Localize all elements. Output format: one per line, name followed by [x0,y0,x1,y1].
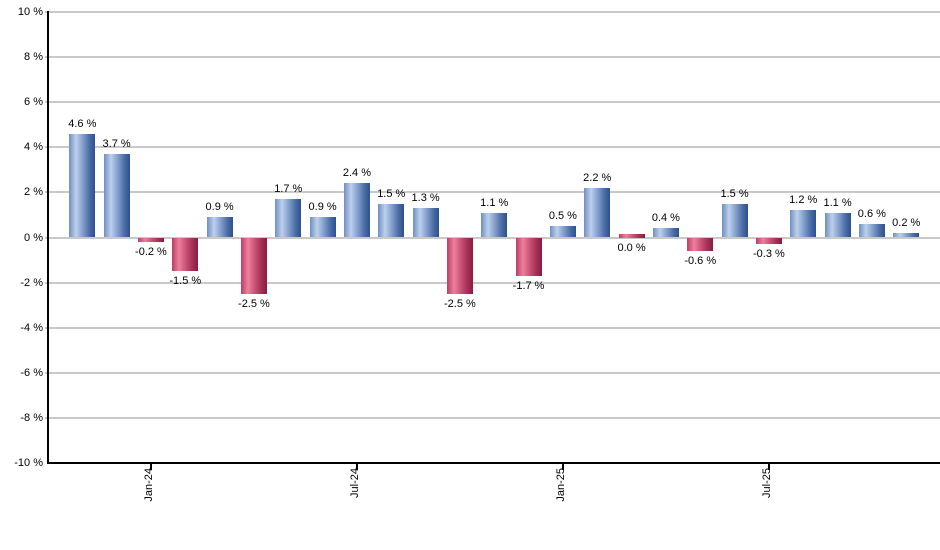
y-tick-label: -2 % [20,276,43,289]
x-tick-mark [355,464,358,470]
x-axis-line [47,462,940,464]
gridline--4pct [45,326,940,329]
gridline-10pct [45,11,940,13]
bar-value-label: 1.7 % [274,183,303,196]
bar-17[interactable] [652,228,679,238]
bar-3[interactable] [172,237,199,272]
bar-16[interactable] [618,233,645,238]
bar-value-label: 1.1 % [480,196,509,209]
y-tick-label: -10 % [14,457,43,469]
bar-7[interactable] [309,217,336,238]
bar-value-label: 1.3 % [411,192,440,205]
bar-value-label: -0.6 % [684,255,717,268]
bar-8[interactable] [343,183,370,238]
y-axis-line [47,11,49,464]
bar-15[interactable] [584,187,611,238]
bar-value-label: 0.0 % [617,241,646,254]
bar-22[interactable] [824,212,851,238]
bar-value-label: 1.2 % [789,194,818,207]
x-tick-label: Jul-25 [760,468,773,498]
bar-value-label: 1.5 % [377,187,406,200]
y-tick-label: -4 % [20,321,43,334]
bar-value-label: 1.1 % [823,196,852,209]
bar-5[interactable] [240,237,267,294]
bar-value-label: 4.6 % [68,117,97,130]
y-tick-label: -6 % [20,366,43,379]
bar-13[interactable] [515,237,542,276]
bar-value-label: -1.5 % [169,275,202,288]
gridline--6pct [45,371,940,374]
bar-value-label: -1.7 % [512,279,545,292]
bar-value-label: -0.2 % [135,246,167,258]
y-tick-label: 10 % [17,6,43,18]
x-tick-label: Jul-24 [348,468,361,498]
y-tick-label: 8 % [24,51,43,64]
bar-0[interactable] [69,133,96,238]
bar-value-label: 0.6 % [857,207,886,220]
bar-value-label: 0.9 % [205,201,234,214]
x-tick-label: Jan-25 [554,468,567,502]
bar-23[interactable] [858,223,885,238]
bar-20[interactable] [755,237,782,245]
x-tick-mark [767,464,770,470]
y-tick-label: 0 % [24,231,43,244]
bar-value-label: -0.3 % [752,248,785,261]
y-tick-label: 6 % [24,96,43,109]
bar-value-label: -2.5 % [238,297,270,310]
bar-10[interactable] [412,208,439,238]
bar-6[interactable] [275,199,302,238]
bar-value-label: 0.9 % [308,201,337,214]
x-tick-mark [149,464,152,470]
bar-value-label: 0.4 % [651,212,680,225]
bar-9[interactable] [378,203,405,238]
gridline--8pct [45,416,940,419]
bar-2[interactable] [137,237,164,242]
bar-4[interactable] [206,217,233,238]
bar-value-label: 0.5 % [548,210,577,223]
bar-value-label: 2.4 % [342,167,371,180]
bar-14[interactable] [549,226,576,238]
gridline-6pct [45,101,940,104]
y-tick-label: 4 % [24,141,43,154]
bar-24[interactable] [893,232,920,238]
bar-value-label: 0.2 % [892,216,921,229]
bar-value-label: -2.5 % [444,297,476,310]
x-tick-label: Jan-24 [142,468,155,502]
bar-18[interactable] [687,237,714,252]
gridline-0pct [45,236,940,239]
bar-value-label: 3.7 % [102,138,131,151]
gridline-2pct [45,191,940,194]
bar-11[interactable] [446,237,473,294]
gridline-8pct [45,56,940,59]
gridline-4pct [45,146,940,149]
y-tick-label: 2 % [24,186,43,199]
bar-21[interactable] [790,210,817,238]
gridline--2pct [45,281,940,284]
bar-value-label: 2.2 % [583,171,612,184]
x-tick-mark [561,464,564,470]
bar-19[interactable] [721,203,748,238]
bar-1[interactable] [103,154,130,238]
bar-12[interactable] [481,212,508,238]
y-tick-label: -8 % [20,411,43,424]
bar-value-label: 1.5 % [720,187,749,200]
